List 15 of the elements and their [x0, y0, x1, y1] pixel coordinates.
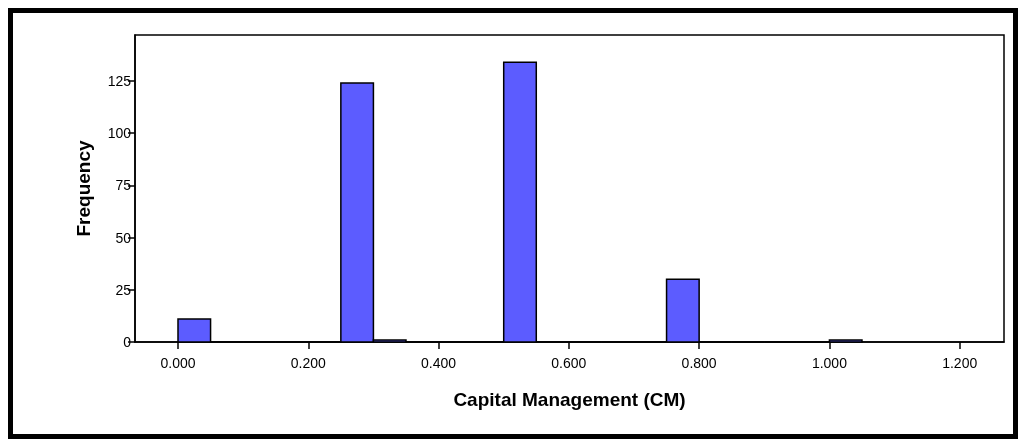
- y-tick-label: 50: [115, 229, 132, 246]
- y-tick-label: 100: [107, 125, 132, 142]
- y-tick-label: 75: [115, 177, 132, 194]
- y-axis-title: Frequency: [73, 140, 94, 237]
- x-tick-label: 0.600: [551, 355, 587, 371]
- x-tick-label: 0.800: [681, 355, 717, 371]
- x-tick-label: 0.400: [421, 355, 457, 371]
- x-tick-label: 1.200: [942, 355, 978, 371]
- x-tick-label: 1.000: [811, 355, 848, 371]
- x-axis-title: Capital Management (CM): [453, 389, 686, 410]
- y-tick-label: 25: [115, 281, 132, 298]
- x-tick-label: 0.000: [160, 355, 196, 371]
- y-tick-label: 125: [107, 72, 132, 89]
- y-tick-label: 0: [123, 334, 132, 350]
- x-tick-label: 0.200: [290, 355, 326, 371]
